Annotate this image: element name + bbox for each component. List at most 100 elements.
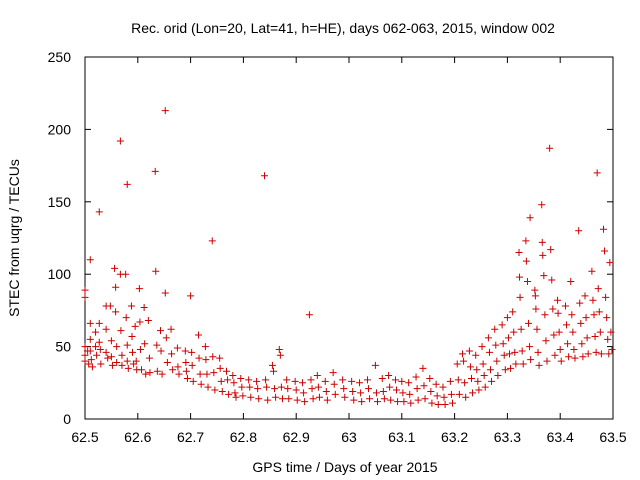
data-point	[413, 385, 421, 393]
data-point	[493, 357, 501, 365]
data-point	[492, 341, 500, 349]
data-point	[581, 292, 589, 300]
data-point	[111, 264, 119, 272]
data-point	[357, 389, 365, 397]
x-tick-label: 62.6	[124, 429, 151, 445]
data-point	[491, 325, 499, 333]
data-point	[300, 389, 308, 397]
data-point	[588, 267, 596, 275]
data-point	[540, 272, 548, 280]
data-point	[522, 257, 530, 265]
data-point	[568, 311, 576, 319]
data-point	[123, 180, 131, 188]
y-tick-label: 100	[48, 266, 72, 282]
data-point	[173, 344, 181, 352]
data-point	[308, 385, 316, 393]
data-point	[525, 319, 533, 327]
data-point	[261, 172, 269, 180]
data-point	[488, 377, 496, 385]
data-point	[218, 387, 226, 395]
data-point	[485, 348, 493, 356]
data-point	[601, 247, 609, 255]
data-point	[153, 341, 161, 349]
data-point	[341, 393, 349, 401]
x-tick-label: 62.9	[283, 429, 310, 445]
data-point	[96, 345, 104, 353]
data-point	[93, 351, 101, 359]
data-point	[92, 328, 100, 336]
data-point	[432, 380, 440, 388]
data-point	[533, 325, 541, 333]
data-point	[163, 359, 171, 367]
data-point	[454, 376, 462, 384]
data-point	[554, 309, 562, 317]
data-point	[371, 361, 379, 369]
data-point	[582, 314, 590, 322]
data-point	[569, 328, 577, 336]
data-point	[157, 327, 165, 335]
data-point	[398, 377, 406, 385]
data-point	[487, 366, 495, 374]
data-point	[466, 363, 474, 371]
data-point	[81, 343, 89, 351]
data-point	[551, 351, 559, 359]
data-point	[321, 377, 329, 385]
data-point	[216, 364, 224, 372]
data-point	[313, 372, 321, 380]
data-point	[175, 370, 183, 378]
data-point	[481, 383, 489, 391]
data-point	[546, 144, 554, 152]
data-point	[461, 379, 469, 387]
data-points	[81, 107, 616, 409]
data-point	[223, 367, 231, 375]
y-tick-label: 0	[63, 411, 71, 427]
data-point	[570, 345, 578, 353]
data-point	[246, 383, 254, 391]
data-point	[531, 286, 539, 294]
data-point	[507, 364, 515, 372]
data-point	[144, 317, 152, 325]
data-point	[579, 353, 587, 361]
data-point	[136, 345, 144, 353]
data-point	[85, 360, 93, 368]
data-point	[122, 270, 130, 278]
data-point	[374, 398, 382, 406]
data-point	[132, 357, 140, 365]
data-point	[262, 376, 270, 384]
data-point	[358, 398, 366, 406]
data-point	[567, 277, 575, 285]
data-point	[363, 376, 371, 384]
data-point	[595, 308, 603, 316]
data-point	[113, 343, 121, 351]
data-point	[412, 373, 420, 381]
data-point	[322, 387, 330, 395]
data-point	[269, 367, 277, 375]
data-point	[187, 292, 195, 300]
data-point	[394, 398, 402, 406]
data-point	[108, 361, 116, 369]
data-point	[169, 366, 177, 374]
data-point	[356, 379, 364, 387]
x-tick-label: 62.8	[230, 429, 257, 445]
data-point	[519, 360, 527, 368]
data-point	[208, 237, 216, 245]
data-point	[195, 354, 203, 362]
data-point	[95, 319, 103, 327]
data-point	[596, 328, 604, 336]
data-point	[512, 360, 520, 368]
data-point	[301, 398, 309, 406]
data-point	[385, 372, 393, 380]
y-tick-label: 50	[55, 339, 71, 355]
y-tick-labels: 0 50 100 150 200 250	[48, 49, 72, 427]
data-point	[97, 360, 105, 368]
data-point	[578, 340, 586, 348]
data-point	[314, 383, 322, 391]
data-point	[195, 331, 203, 339]
data-point	[137, 366, 145, 374]
x-tick-label: 63.3	[494, 429, 521, 445]
data-point	[554, 296, 562, 304]
data-point	[608, 345, 616, 353]
x-tick-label: 63	[341, 429, 357, 445]
x-tick-label: 63.4	[547, 429, 574, 445]
data-point	[584, 350, 592, 358]
